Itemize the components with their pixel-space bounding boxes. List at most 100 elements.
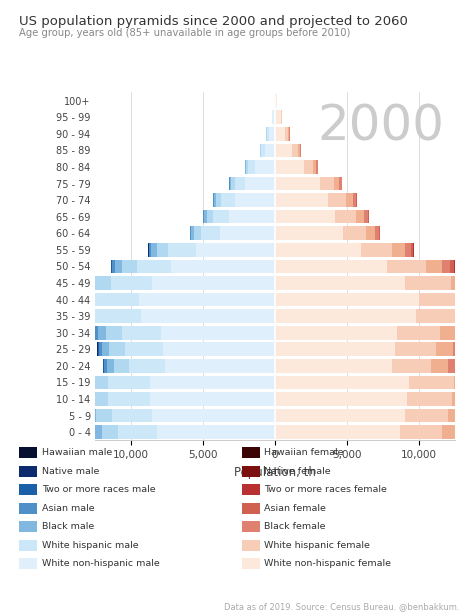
Bar bbox=[194, 227, 201, 240]
Bar bbox=[275, 160, 304, 174]
Bar bbox=[436, 342, 453, 356]
Bar bbox=[473, 376, 474, 389]
Bar bbox=[468, 426, 471, 439]
Bar bbox=[248, 160, 255, 174]
Text: White hispanic female: White hispanic female bbox=[264, 541, 370, 549]
Bar bbox=[356, 210, 364, 224]
Bar bbox=[115, 259, 122, 274]
Bar bbox=[102, 426, 118, 439]
Bar bbox=[196, 243, 275, 257]
Bar bbox=[62, 293, 72, 306]
Bar bbox=[397, 326, 440, 339]
Bar bbox=[442, 426, 459, 439]
Bar bbox=[261, 144, 265, 157]
Bar bbox=[275, 326, 397, 339]
Bar bbox=[392, 359, 431, 373]
Bar bbox=[81, 276, 85, 290]
Bar bbox=[405, 243, 411, 257]
Bar bbox=[109, 342, 125, 356]
Bar bbox=[110, 276, 153, 290]
Bar bbox=[353, 193, 356, 207]
Bar bbox=[288, 127, 290, 140]
Bar bbox=[118, 426, 157, 439]
Bar bbox=[90, 426, 91, 439]
Bar bbox=[466, 409, 474, 423]
Bar bbox=[82, 392, 91, 406]
Bar bbox=[79, 376, 82, 389]
Bar bbox=[106, 326, 122, 339]
Bar bbox=[440, 326, 457, 339]
Bar bbox=[163, 342, 275, 356]
Bar bbox=[235, 193, 275, 207]
Bar bbox=[99, 326, 106, 339]
Text: Asian female: Asian female bbox=[264, 504, 327, 513]
Bar bbox=[213, 210, 229, 224]
Bar bbox=[416, 309, 467, 323]
Bar bbox=[361, 243, 392, 257]
Bar bbox=[442, 259, 450, 274]
Bar bbox=[471, 293, 474, 306]
Bar bbox=[65, 309, 74, 323]
Bar bbox=[281, 110, 282, 124]
Bar bbox=[246, 160, 248, 174]
Bar bbox=[405, 276, 451, 290]
Bar bbox=[272, 110, 273, 124]
Bar bbox=[275, 177, 319, 190]
Bar bbox=[141, 309, 275, 323]
Text: Asian male: Asian male bbox=[42, 504, 94, 513]
Text: White non-hispanic male: White non-hispanic male bbox=[42, 559, 159, 568]
Bar bbox=[204, 210, 207, 224]
Bar bbox=[157, 243, 168, 257]
Bar bbox=[266, 127, 267, 140]
Bar bbox=[411, 243, 413, 257]
Bar bbox=[469, 326, 471, 339]
Bar bbox=[79, 392, 82, 406]
Bar bbox=[83, 409, 84, 423]
Bar bbox=[191, 227, 194, 240]
Bar bbox=[108, 376, 150, 389]
Bar bbox=[96, 409, 112, 423]
Bar bbox=[457, 326, 466, 339]
Bar bbox=[99, 342, 101, 356]
Bar bbox=[274, 94, 275, 107]
Bar bbox=[201, 227, 220, 240]
Bar bbox=[168, 243, 196, 257]
Bar bbox=[448, 409, 466, 423]
Bar bbox=[470, 276, 474, 290]
Bar bbox=[275, 359, 392, 373]
Text: 2000: 2000 bbox=[317, 103, 444, 151]
Bar bbox=[220, 227, 275, 240]
Bar bbox=[467, 309, 474, 323]
Bar bbox=[91, 426, 94, 439]
Bar bbox=[405, 409, 448, 423]
Bar bbox=[148, 243, 149, 257]
Bar bbox=[339, 177, 342, 190]
Bar bbox=[454, 259, 455, 274]
Bar bbox=[91, 376, 108, 389]
Bar bbox=[459, 426, 468, 439]
Bar bbox=[80, 276, 81, 290]
Bar bbox=[153, 409, 275, 423]
Bar bbox=[319, 177, 334, 190]
Bar bbox=[275, 259, 387, 274]
Bar bbox=[465, 342, 466, 356]
Text: Hawaiian female: Hawaiian female bbox=[264, 448, 344, 457]
Bar bbox=[454, 376, 473, 389]
Bar bbox=[364, 210, 367, 224]
Bar bbox=[150, 376, 275, 389]
Bar bbox=[190, 227, 191, 240]
Bar bbox=[91, 392, 108, 406]
Bar bbox=[103, 359, 104, 373]
Bar bbox=[150, 392, 275, 406]
Bar bbox=[125, 342, 163, 356]
Bar bbox=[275, 376, 409, 389]
Bar bbox=[275, 110, 281, 124]
Text: Native female: Native female bbox=[264, 467, 331, 476]
Bar bbox=[453, 342, 461, 356]
Bar bbox=[461, 342, 465, 356]
Bar bbox=[459, 359, 460, 373]
Text: Black male: Black male bbox=[42, 522, 94, 531]
X-axis label: Population, th: Population, th bbox=[234, 466, 316, 479]
Bar bbox=[229, 177, 231, 190]
Bar bbox=[275, 193, 328, 207]
